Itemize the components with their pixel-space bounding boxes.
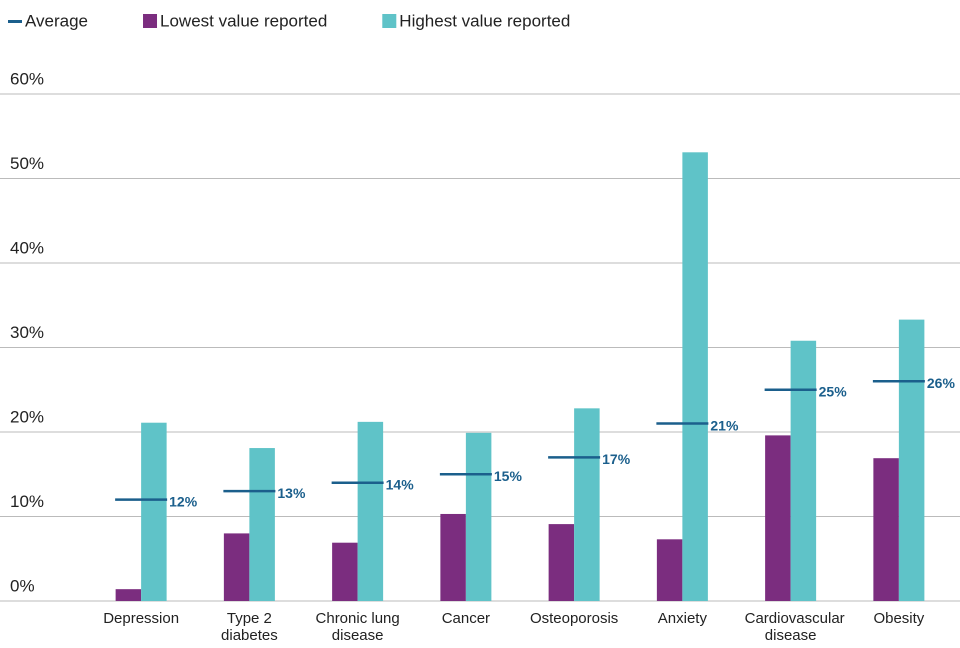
x-tick-label: Chronic lung disease [315, 610, 400, 644]
x-tick-label: Depression [103, 610, 180, 627]
y-tick-label: 50% [10, 154, 44, 173]
bar [682, 152, 708, 601]
bar [115, 589, 142, 601]
y-tick-label: 30% [10, 323, 44, 342]
y-tick-label: 20% [10, 407, 44, 426]
bar [465, 432, 492, 601]
legend-swatch [143, 14, 158, 28]
bar [141, 422, 167, 601]
bar [332, 542, 358, 601]
data-label: 17% [602, 451, 631, 467]
data-label: 15% [494, 468, 523, 484]
data-label: 13% [277, 485, 306, 501]
data-label: 14% [386, 476, 415, 492]
legend-label: Average [25, 11, 88, 30]
x-tick-label: Anxiety [657, 610, 707, 627]
x-tick-label: Osteoporosis [529, 610, 619, 627]
data-label: 12% [169, 493, 198, 509]
bar [574, 408, 600, 601]
legend-swatch [382, 14, 397, 28]
bar [790, 340, 817, 601]
y-tick-label: 60% [10, 69, 44, 88]
bar [873, 458, 899, 601]
bar [548, 524, 575, 601]
bar [249, 448, 275, 601]
bar [440, 513, 466, 601]
x-tick-label: Cancer [441, 610, 491, 627]
x-tick-label: Obesity [873, 610, 925, 627]
bar [656, 539, 683, 601]
bar [357, 421, 384, 601]
y-tick-label: 10% [10, 492, 44, 511]
data-label: 26% [927, 375, 956, 391]
legend-swatch [8, 20, 22, 23]
legend-label: Highest value reported [399, 11, 570, 30]
data-label: 25% [819, 383, 848, 399]
y-tick-label: 0% [10, 576, 35, 595]
x-tick-label: Cardiovascular disease [744, 610, 845, 644]
legend-label: Lowest value reported [160, 11, 327, 30]
bar [765, 435, 791, 601]
data-label: 21% [710, 417, 739, 433]
y-tick-label: 40% [10, 238, 44, 257]
bar [223, 533, 250, 601]
x-tick-label: Type 2 diabetes [221, 610, 278, 644]
bar [898, 319, 925, 601]
